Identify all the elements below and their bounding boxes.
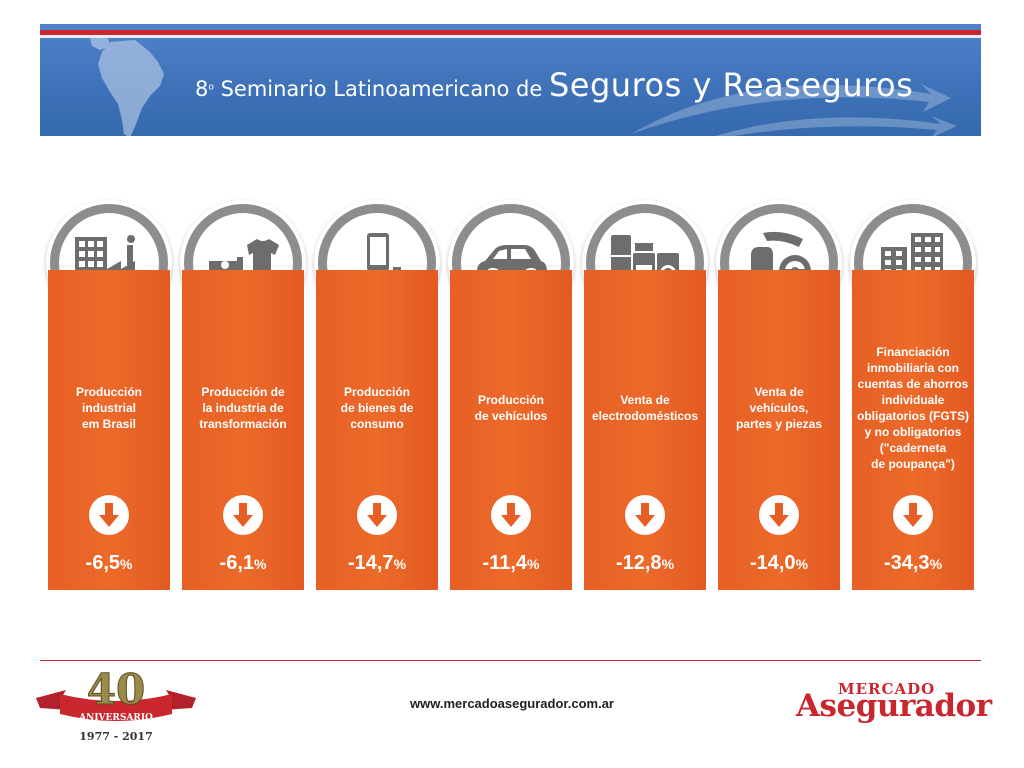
- banner-red-stripe: [40, 30, 981, 35]
- card-value: -11,4%: [450, 552, 572, 575]
- card-label: Venta de electrodomésticos: [584, 392, 706, 424]
- card-vehicle-parts-sales: Venta de vehículos, partes y piezas -14,…: [718, 270, 840, 590]
- down-arrow-icon: [357, 495, 397, 535]
- anniversary-years: 1977 - 2017: [79, 730, 153, 743]
- card-label-line: individuale: [881, 393, 945, 407]
- brand-top: MERCADO: [838, 680, 936, 698]
- card-label-line: de poupança"): [871, 457, 955, 471]
- card-consumer-goods: Producción de bienes de consumo -14,7%: [316, 270, 438, 590]
- card-label-line: vehículos,: [749, 401, 809, 415]
- down-arrow-icon: [491, 495, 531, 535]
- card-label-line: inmobiliaria con: [866, 361, 959, 375]
- card-industrial-production: Producción industrial em Brasil -6,5%: [48, 270, 170, 590]
- value-unit: %: [393, 556, 407, 572]
- card-label-line: de bienes de: [340, 401, 414, 415]
- card-value: -6,1%: [182, 552, 304, 575]
- down-arrow-icon: [893, 495, 933, 535]
- card-label-line: Producción de: [201, 385, 285, 399]
- seminar-title-big: Seguros y Reaseguros: [548, 66, 914, 104]
- value-number: -6,5: [85, 552, 120, 574]
- card-value: -14,7%: [316, 552, 438, 575]
- card-label-line: Venta de: [620, 393, 670, 407]
- value-unit: %: [527, 556, 540, 572]
- down-arrow-icon: [223, 495, 263, 535]
- anniversary-label: ANIVERSARIO: [78, 713, 153, 723]
- card-label: Producción de bienes de consumo: [316, 384, 438, 432]
- card-label-line: electrodomésticos: [591, 409, 699, 423]
- value-number: -11,4: [482, 552, 528, 574]
- card-label-line: obligatorios (FGTS): [857, 409, 969, 423]
- card-label-line: de vehículos: [474, 409, 548, 423]
- anniversary-number: 40: [87, 668, 145, 714]
- card-label-line: consumo: [350, 417, 404, 431]
- card-real-estate-financing: Financiación inmobiliaria con cuentas de…: [852, 270, 974, 590]
- footer-url[interactable]: www.mercadoasegurador.com.ar: [410, 696, 614, 711]
- value-unit: %: [120, 556, 133, 572]
- value-unit: %: [254, 556, 267, 572]
- card-transformation-industry: Producción de la industria de transforma…: [182, 270, 304, 590]
- card-value: -14,0%: [718, 552, 840, 575]
- value-unit: %: [795, 556, 809, 572]
- seminar-ordinal: o: [208, 82, 214, 93]
- card-label-line: Venta de: [754, 385, 804, 399]
- value-unit: %: [661, 556, 675, 572]
- value-number: -14,0: [749, 552, 796, 574]
- indicator-cards: Producción industrial em Brasil -6,5% Pr…: [46, 200, 978, 592]
- latin-america-map-icon: [90, 38, 164, 136]
- card-appliance-sales: Venta de electrodomésticos -12,8%: [584, 270, 706, 590]
- card-label-line: la industria de: [202, 401, 284, 415]
- card-label-line: partes y piezas: [735, 417, 823, 431]
- card-label-line: ("caderneta: [879, 441, 947, 455]
- value-number: -6,1: [219, 552, 254, 574]
- card-value: -6,5%: [48, 552, 170, 575]
- seminar-title-small: Seminario Latinoamericano de: [213, 77, 549, 101]
- card-label-line: industrial: [81, 401, 136, 415]
- card-value: -12,8%: [584, 552, 706, 575]
- card-label-line: Producción: [343, 385, 410, 399]
- card-label-line: em Brasil: [81, 417, 137, 431]
- seminar-number: 8: [195, 77, 209, 101]
- value-number: -34,3: [883, 552, 930, 574]
- down-arrow-icon: [759, 495, 799, 535]
- card-label-line: Financiación: [876, 345, 950, 359]
- card-label: Producción industrial em Brasil: [48, 384, 170, 432]
- card-label: Venta de vehículos, partes y piezas: [718, 384, 840, 432]
- card-vehicle-production: Producción de vehículos -11,4%: [450, 270, 572, 590]
- anniversary-logo: 40 ANIVERSARIO 1977 - 2017: [36, 665, 196, 748]
- banner-title: 8o Seminario Latinoamericano de Seguros …: [195, 66, 913, 104]
- card-label-line: transformación: [199, 417, 287, 431]
- down-arrow-icon: [625, 495, 665, 535]
- down-arrow-icon: [89, 495, 129, 535]
- card-label-line: y no obligatorios: [864, 425, 962, 439]
- card-label: Financiación inmobiliaria con cuentas de…: [852, 344, 974, 472]
- card-label-line: cuentas de ahorros: [857, 377, 969, 391]
- value-number: -12,8: [615, 552, 662, 574]
- banner-white-stripe: [40, 35, 981, 38]
- card-label-line: Producción: [75, 385, 142, 399]
- card-label: Producción de la industria de transforma…: [182, 384, 304, 432]
- mercado-asegurador-logo: MERCADO Asegurador: [796, 680, 992, 730]
- card-value: -34,3%: [852, 552, 974, 575]
- card-label-line: Producción: [477, 393, 544, 407]
- value-unit: %: [929, 556, 943, 572]
- banner-swoosh-decoration: [631, 84, 957, 136]
- card-label: Producción de vehículos: [450, 392, 572, 424]
- value-number: -14,7: [347, 552, 394, 574]
- header-banner: 8o Seminario Latinoamericano de Seguros …: [40, 24, 981, 136]
- anniversary-ribbon-icon: 40 ANIVERSARIO: [36, 665, 196, 723]
- brand-bottom: Asegurador: [796, 688, 992, 724]
- footer-divider: [40, 660, 981, 661]
